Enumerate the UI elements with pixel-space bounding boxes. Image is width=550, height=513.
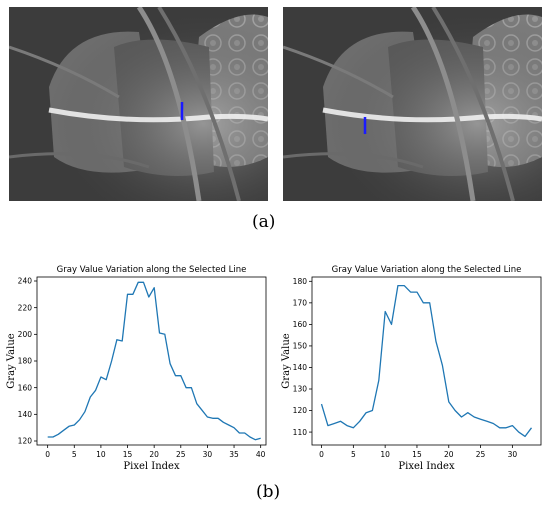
y-tick-label: 220 [18, 303, 33, 312]
x-tick-label: 0 [45, 450, 50, 459]
y-axis-label: Gray Value [6, 333, 17, 388]
x-tick-label: 30 [203, 450, 213, 459]
chart-left: Gray Value Variation along the Selected … [0, 258, 275, 476]
y-tick-label: 140 [18, 410, 33, 419]
y-tick-label: 140 [293, 363, 308, 372]
x-tick-label: 10 [96, 450, 106, 459]
y-tick-label: 160 [293, 320, 308, 329]
y-tick-label: 160 [18, 383, 33, 392]
x-tick-label: 30 [508, 450, 518, 459]
plot-frame [36, 276, 267, 446]
y-tick-label: 120 [18, 437, 33, 446]
chart-title: Gray Value Variation along the Selected … [57, 265, 247, 275]
x-tick-label: 5 [72, 450, 77, 459]
x-tick-label: 20 [149, 450, 159, 459]
y-tick-label: 150 [293, 342, 308, 351]
chart-right-svg: Gray Value Variation along the Selected … [281, 265, 542, 472]
x-tick-label: 25 [176, 450, 186, 459]
x-tick-label: 5 [351, 450, 356, 459]
x-tick-label: 35 [229, 450, 239, 459]
y-tick-label: 170 [293, 299, 308, 308]
x-tick-label: 15 [123, 450, 133, 459]
x-tick-label: 40 [256, 450, 266, 459]
series-line [47, 281, 261, 441]
y-tick-label: 110 [293, 428, 308, 437]
chart-right: Gray Value Variation along the Selected … [275, 258, 550, 476]
infrared-photo-right [283, 7, 542, 201]
x-axis-label: Pixel Index [123, 461, 180, 472]
series-line [320, 284, 533, 438]
x-tick-label: 25 [476, 450, 486, 459]
panel-label-a: (a) [252, 212, 276, 232]
y-axis-label: Gray Value [281, 333, 292, 388]
y-tick-label: 200 [18, 330, 33, 339]
photo-left-drawing [9, 7, 268, 201]
x-tick-label: 15 [412, 450, 422, 459]
y-tick-label: 180 [293, 277, 308, 286]
y-tick-label: 120 [293, 406, 308, 415]
plot-frame [311, 276, 542, 446]
x-tick-label: 20 [444, 450, 454, 459]
panel-label-b: (b) [256, 482, 281, 502]
y-tick-label: 130 [293, 385, 308, 394]
photo-right-drawing [283, 7, 542, 201]
x-tick-label: 10 [380, 450, 390, 459]
infrared-photo-left [9, 7, 268, 201]
x-axis-label: Pixel Index [398, 461, 455, 472]
y-tick-label: 180 [18, 357, 33, 366]
y-tick-label: 240 [18, 277, 33, 286]
chart-title: Gray Value Variation along the Selected … [332, 265, 522, 275]
x-tick-label: 0 [319, 450, 324, 459]
chart-left-svg: Gray Value Variation along the Selected … [6, 265, 267, 472]
